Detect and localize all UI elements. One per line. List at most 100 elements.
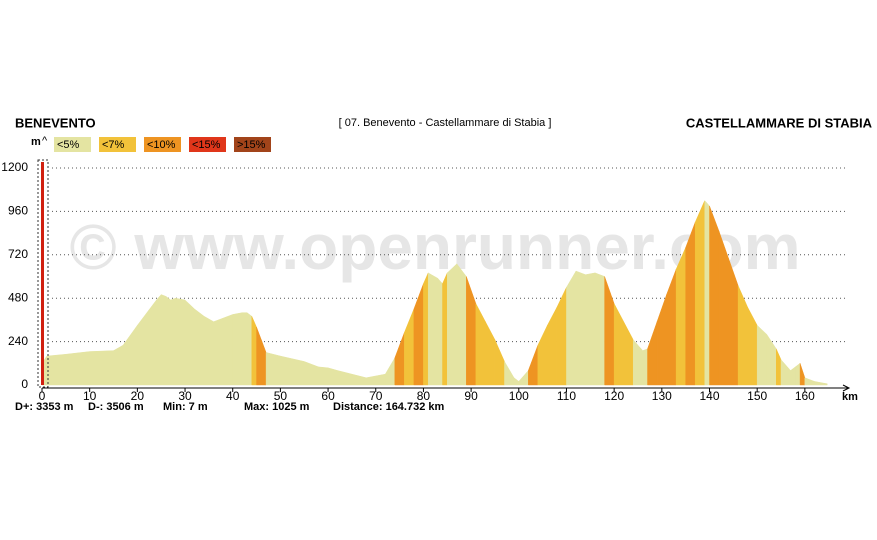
profile-segment bbox=[394, 332, 405, 386]
profile-segment bbox=[442, 272, 448, 386]
profile-segment bbox=[675, 247, 686, 386]
x-tick-label: 100 bbox=[509, 389, 529, 403]
profile-segment bbox=[704, 199, 710, 386]
start-label: BENEVENTO bbox=[15, 115, 96, 130]
profile-segment bbox=[613, 303, 624, 386]
profile-segment bbox=[303, 361, 319, 386]
profile-segment bbox=[466, 276, 477, 386]
stat: Max: 1025 m bbox=[244, 401, 310, 413]
profile-segment bbox=[795, 362, 801, 386]
profile-segment bbox=[437, 277, 443, 386]
x-tick-label: 140 bbox=[699, 389, 719, 403]
profile-segment bbox=[766, 333, 777, 386]
profile-segment bbox=[337, 370, 353, 386]
profile-segment bbox=[113, 344, 124, 386]
y-axis-arrow: ^ bbox=[42, 135, 48, 147]
end-label: CASTELLAMMARE DI STABIA bbox=[686, 115, 873, 130]
x-tick-label: 150 bbox=[747, 389, 767, 403]
x-tick-label: 0 bbox=[39, 389, 46, 403]
profile-segment bbox=[604, 276, 615, 386]
profile-segment bbox=[594, 272, 605, 386]
profile-segment bbox=[780, 359, 787, 386]
profile-segment bbox=[146, 299, 157, 386]
legend-swatch bbox=[144, 137, 181, 152]
profile-segment bbox=[156, 293, 162, 386]
profile-segment bbox=[776, 348, 782, 386]
profile-segment bbox=[585, 272, 596, 386]
stat: Distance: 164.732 km bbox=[333, 401, 445, 413]
profile-segment bbox=[494, 339, 505, 386]
profile-segment bbox=[642, 348, 648, 386]
profile-segment bbox=[566, 270, 577, 386]
profile-segment bbox=[475, 303, 486, 386]
y-tick-label: 480 bbox=[8, 290, 28, 304]
legend-label: <7% bbox=[102, 139, 125, 151]
profile-segment bbox=[375, 373, 386, 386]
y-tick-label: 240 bbox=[8, 334, 28, 348]
profile-segment bbox=[666, 269, 677, 386]
profile-segment bbox=[170, 297, 176, 386]
profile-segment bbox=[547, 307, 558, 386]
profile-segment bbox=[65, 351, 90, 386]
profile-segment bbox=[823, 382, 828, 386]
legend-label: <15% bbox=[192, 139, 221, 151]
x-tick-label: 60 bbox=[321, 389, 335, 403]
profile-segment bbox=[385, 356, 396, 386]
profile-segment bbox=[694, 200, 705, 386]
profile-segment bbox=[261, 339, 267, 386]
profile-segment bbox=[246, 312, 253, 386]
legend-swatch bbox=[99, 137, 136, 152]
profile-segment bbox=[256, 327, 262, 386]
legend-swatch bbox=[189, 137, 226, 152]
x-tick-label: 130 bbox=[652, 389, 672, 403]
x-tick-label: 80 bbox=[417, 389, 431, 403]
profile-segment bbox=[280, 355, 305, 386]
profile-segment bbox=[647, 321, 658, 386]
profile-segment bbox=[165, 295, 171, 386]
profile-segment bbox=[404, 308, 415, 386]
profile-segment bbox=[194, 308, 205, 386]
x-tick-label: 160 bbox=[795, 389, 815, 403]
profile-segment bbox=[656, 294, 667, 386]
profile-segment bbox=[537, 325, 548, 386]
profile-segment bbox=[799, 363, 806, 386]
profile-segment bbox=[175, 297, 186, 386]
y-tick-label: 960 bbox=[8, 204, 28, 218]
legend-label: <10% bbox=[147, 139, 176, 151]
profile-segment bbox=[413, 283, 424, 386]
stat: D+: 3353 m bbox=[15, 401, 74, 413]
profile-segment bbox=[365, 375, 376, 386]
x-axis-label: km bbox=[842, 391, 858, 403]
profile-segment bbox=[804, 377, 815, 386]
profile-segment bbox=[709, 205, 720, 386]
profile-segment bbox=[685, 222, 696, 386]
profile-segment bbox=[504, 360, 515, 386]
profile-segment bbox=[222, 314, 233, 386]
profile-segment bbox=[556, 287, 567, 386]
x-tick-label: 120 bbox=[604, 389, 624, 403]
x-tick-label: 40 bbox=[226, 389, 240, 403]
profile-segment bbox=[718, 231, 729, 386]
profile-segment bbox=[89, 350, 114, 386]
profile-segment bbox=[351, 373, 367, 386]
legend-label: >15% bbox=[237, 139, 266, 151]
profile-segment bbox=[242, 312, 248, 386]
profile-segment bbox=[265, 352, 281, 386]
profile-segment bbox=[632, 339, 643, 386]
profile-segment bbox=[318, 366, 329, 386]
y-tick-label: 720 bbox=[8, 247, 28, 261]
x-tick-label: 30 bbox=[178, 389, 192, 403]
profile-segment bbox=[137, 311, 148, 386]
profile-segment bbox=[623, 321, 634, 386]
profile-segment bbox=[518, 369, 529, 386]
profile-segment bbox=[251, 316, 257, 386]
stat: D-: 3506 m bbox=[88, 401, 144, 413]
profile-segment bbox=[737, 285, 748, 386]
y-tick-label: 0 bbox=[21, 377, 28, 391]
profile-segment bbox=[814, 381, 825, 386]
start-marker bbox=[37, 159, 49, 388]
profile-segment bbox=[160, 294, 167, 386]
start-line bbox=[41, 162, 44, 385]
legend-swatch bbox=[54, 137, 91, 152]
